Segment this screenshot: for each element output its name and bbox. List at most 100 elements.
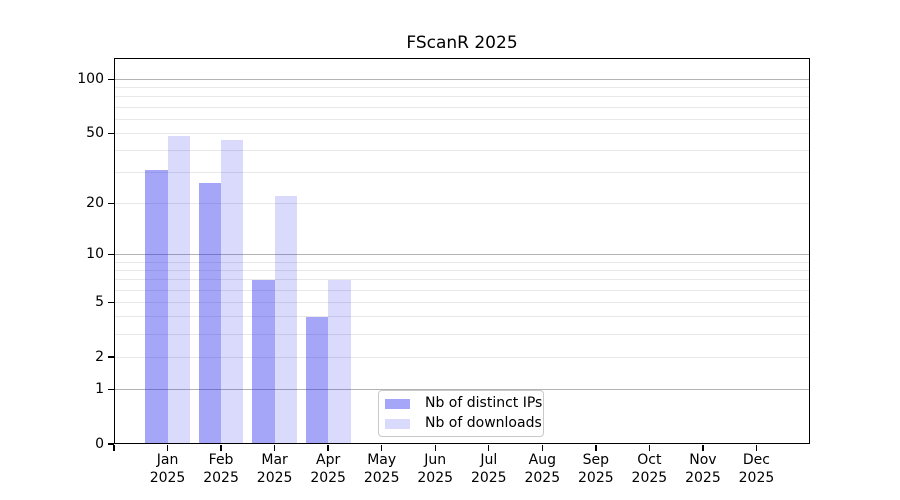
plot-area xyxy=(114,58,810,444)
x-tick xyxy=(434,445,436,451)
gridline-minor xyxy=(114,118,810,120)
x-tick xyxy=(113,445,115,451)
x-tick-label: Apr 2025 xyxy=(286,452,370,487)
y-tick xyxy=(108,132,114,134)
bar-downloads xyxy=(167,136,190,444)
x-tick-label-month: Mar xyxy=(261,452,288,468)
x-tick-label: Nov 2025 xyxy=(661,452,745,487)
x-tick-label-month: Aug xyxy=(528,452,556,468)
x-tick xyxy=(755,445,758,451)
legend-swatch-distinct-ips xyxy=(385,398,410,409)
gridline-minor xyxy=(114,86,810,88)
y-tick-label: 1 xyxy=(95,381,104,398)
y-tick-label: 100 xyxy=(77,71,104,88)
y-tick-label: 2 xyxy=(95,349,104,366)
x-tick xyxy=(380,445,383,451)
y-tick xyxy=(108,78,114,80)
x-tick-label-year: 2025 xyxy=(524,469,561,486)
gridline-minor xyxy=(114,333,810,335)
gridline-minor xyxy=(114,149,810,151)
bar-downloads xyxy=(221,139,244,444)
x-tick-label-month: Apr xyxy=(316,452,341,468)
y-tick-label: 50 xyxy=(86,125,104,142)
legend-swatch-downloads xyxy=(385,418,410,429)
x-tick-label: Dec 2025 xyxy=(714,452,798,487)
x-tick-label-month: May xyxy=(367,452,397,468)
gridline-minor xyxy=(114,356,810,358)
x-tick-label: Jan 2025 xyxy=(126,452,210,487)
x-tick-label-month: Oct xyxy=(637,452,662,468)
y-tick xyxy=(108,202,114,205)
legend: Nb of distinct IPs Nb of downloads xyxy=(378,390,544,437)
x-tick-label: May 2025 xyxy=(340,452,424,487)
x-tick xyxy=(273,445,276,451)
x-tick xyxy=(488,445,490,451)
bar-downloads xyxy=(328,279,351,444)
x-tick xyxy=(702,445,704,451)
x-tick-label-year: 2025 xyxy=(310,469,346,486)
gridline-minor xyxy=(114,132,810,134)
x-tick xyxy=(327,445,329,451)
y-tick-label: 20 xyxy=(86,195,104,212)
x-tick-label-year: 2025 xyxy=(363,469,400,486)
y-tick-label: 0 xyxy=(95,436,104,452)
gridline-minor xyxy=(114,106,810,108)
gridline-minor xyxy=(114,261,810,263)
x-tick-label-year: 2025 xyxy=(738,469,775,486)
x-tick-label-year: 2025 xyxy=(149,469,186,486)
legend-item-distinct-ips: Nb of distinct IPs xyxy=(385,395,542,412)
x-tick-label: Aug 2025 xyxy=(500,452,584,487)
bar-distinct-ips xyxy=(252,279,275,444)
y-tick-label: 5 xyxy=(95,294,104,311)
x-tick xyxy=(541,445,543,451)
grid-layer xyxy=(114,58,810,444)
bar-downloads xyxy=(274,196,297,444)
x-tick-label: Jul 2025 xyxy=(447,452,531,487)
legend-label-distinct-ips: Nb of distinct IPs xyxy=(425,395,543,411)
gridline-major xyxy=(114,253,810,256)
x-tick xyxy=(166,445,169,451)
gridline-minor xyxy=(114,96,810,98)
gridline-minor xyxy=(114,289,810,291)
x-tick-label-year: 2025 xyxy=(417,469,454,486)
x-tick xyxy=(220,445,222,451)
gridline-minor xyxy=(114,279,810,281)
x-tick-label-month: Jun xyxy=(424,452,447,468)
gridline-minor xyxy=(114,269,810,271)
x-tick-label: Mar 2025 xyxy=(233,452,317,487)
x-tick-label-year: 2025 xyxy=(256,469,293,486)
bar-distinct-ips xyxy=(198,183,222,444)
bar-distinct-ips xyxy=(305,316,329,444)
chart-title: FScanR 2025 xyxy=(406,33,518,53)
gridline-minor xyxy=(114,202,810,204)
x-tick-label: Jun 2025 xyxy=(393,452,477,487)
x-tick-label: Oct 2025 xyxy=(607,452,691,487)
gridline-minor xyxy=(114,301,810,303)
gridline-major xyxy=(114,388,810,390)
x-tick-label-month: Jan xyxy=(156,452,179,468)
x-tick-label-month: Nov xyxy=(689,452,717,468)
x-tick-label-month: Sep xyxy=(582,452,610,468)
y-tick-label: 10 xyxy=(86,246,104,263)
y-tick xyxy=(108,388,114,390)
bar-distinct-ips xyxy=(145,170,168,444)
gridline-minor xyxy=(114,172,810,174)
x-tick-label-year: 2025 xyxy=(470,469,507,486)
bar-layer xyxy=(114,58,810,444)
legend-item-downloads: Nb of downloads xyxy=(385,415,542,432)
y-tick xyxy=(108,301,114,304)
x-tick-label-year: 2025 xyxy=(685,469,721,486)
gridline-major xyxy=(114,78,810,80)
y-tick xyxy=(108,253,114,256)
x-tick-label: Feb 2025 xyxy=(179,452,263,487)
x-tick-label-year: 2025 xyxy=(203,469,239,486)
y-tick xyxy=(108,443,114,445)
x-tick-label-year: 2025 xyxy=(631,469,668,486)
gridline-minor xyxy=(114,316,810,318)
x-tick-label-year: 2025 xyxy=(578,469,614,486)
x-tick-label-month: Dec xyxy=(742,452,770,468)
x-tick-label-month: Jul xyxy=(480,452,498,468)
y-tick xyxy=(108,356,114,358)
legend-label-downloads: Nb of downloads xyxy=(425,415,542,431)
